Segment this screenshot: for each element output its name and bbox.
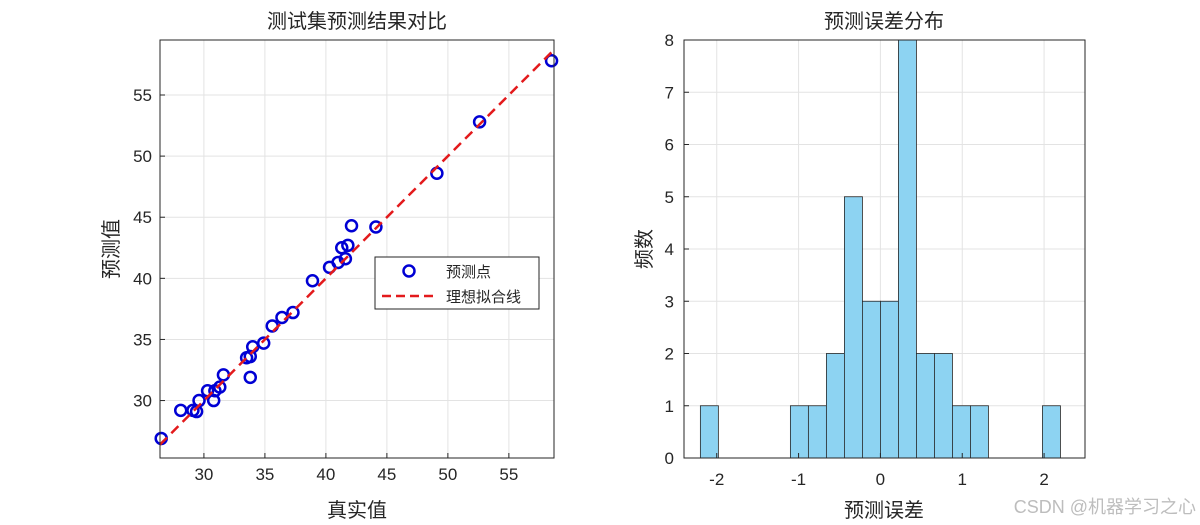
histogram-bar: [1042, 405, 1061, 459]
scatter-point: [344, 219, 359, 233]
scatter-y-tick-label: 35: [133, 330, 152, 349]
scatter-x-tick-label: 55: [499, 465, 518, 484]
histogram-y-tick-label: 7: [665, 83, 674, 102]
histogram-tick-labels: -2 -1 0 1 2 0 1 2 3 4 5 6 7 8: [665, 31, 1049, 489]
histogram-y-tick-label: 1: [665, 397, 674, 416]
histogram-y-tick-label: 3: [665, 292, 674, 311]
histogram-bar: [789, 405, 809, 459]
scatter-point: [256, 336, 271, 350]
histogram-bar: [916, 353, 935, 459]
histogram-x-axis-label: 预测误差: [844, 498, 924, 522]
legend-marker-circle: [402, 264, 416, 278]
scatter-legend: 预测点 理想拟合线: [374, 256, 540, 310]
histogram-y-tick-label: 2: [665, 345, 674, 364]
scatter-point: [331, 255, 345, 270]
scatter-y-tick-label: 50: [133, 147, 152, 166]
scatter-point: [305, 274, 320, 288]
scatter-point: [341, 238, 355, 253]
histogram-bar: [970, 405, 989, 459]
scatter-y-axis-label: 预测值: [99, 219, 123, 279]
histogram-bar: [880, 300, 899, 459]
scatter-x-tick-label: 35: [255, 465, 274, 484]
scatter-y-tick-label: 45: [133, 208, 152, 227]
histogram-x-tick-label: -1: [791, 470, 806, 489]
scatter-point: [216, 368, 231, 382]
scatter-tick-labels: 30 35 40 45 50 55 30 35 40 45 50 55: [133, 86, 518, 484]
histogram-bar: [898, 39, 917, 459]
scatter-gridlines: [160, 40, 554, 458]
legend-box: [374, 256, 540, 310]
histogram-bar: [862, 300, 881, 459]
histogram-bar: [807, 405, 827, 459]
scatter-point: [544, 54, 559, 68]
scatter-plot-frame: [159, 39, 555, 459]
scatter-y-tick-label: 55: [133, 86, 152, 105]
histogram-chart-panel: -2 -1 0 1 2 0 1 2 3 4 5 6 7 8 预测误差分布 预测误差 频数: [632, 9, 1086, 522]
scatter-x-tick-label: 45: [377, 465, 396, 484]
histogram-x-tick-label: 0: [876, 470, 885, 489]
scatter-chart-panel: 30 35 40 45 50 55 30 35 40 45 50 55 测试集预测结果对比 真实值 预…: [99, 9, 559, 522]
scatter-x-axis-label: 真实值: [327, 498, 387, 522]
histogram-bar: [952, 405, 971, 459]
scatter-x-tick-label: 40: [316, 465, 335, 484]
scatter-y-tick-label: 30: [133, 392, 152, 411]
scatter-point: [243, 370, 258, 385]
scatter-marks: [154, 48, 559, 446]
scatter-point: [369, 220, 383, 234]
ideal-fit-line: [159, 48, 555, 446]
histogram-y-tick-label: 4: [665, 240, 674, 259]
histogram-bar: [825, 353, 845, 459]
histogram-x-tick-label: -2: [709, 470, 724, 489]
scatter-point: [173, 403, 188, 418]
histogram-y-tick-label: 0: [665, 449, 674, 468]
histogram-bars: [699, 39, 1061, 459]
scatter-point: [213, 380, 227, 394]
histogram-y-axis-label: 频数: [632, 229, 656, 269]
histogram-x-tick-label: 1: [958, 470, 967, 489]
legend-label-predicted: 预测点: [446, 263, 491, 281]
histogram-y-tick-label: 5: [665, 188, 674, 207]
histogram-x-tick-label: 2: [1039, 470, 1048, 489]
scatter-x-tick-label: 30: [194, 465, 213, 484]
scatter-point: [472, 115, 487, 129]
watermark-text: CSDN @机器学习之心: [1014, 497, 1196, 517]
scatter-point: [338, 252, 353, 266]
legend-label-ideal-line: 理想拟合线: [446, 288, 521, 306]
histogram-title: 预测误差分布: [824, 9, 944, 33]
scatter-title: 测试集预测结果对比: [267, 9, 447, 33]
histogram-bar: [844, 196, 863, 459]
scatter-x-tick-label: 50: [438, 465, 457, 484]
histogram-y-tick-label: 8: [665, 31, 674, 50]
histogram-bar: [699, 405, 719, 459]
scatter-point: [286, 305, 300, 320]
histogram-y-tick-label: 6: [665, 136, 674, 155]
histogram-bar: [934, 353, 953, 459]
scatter-y-tick-label: 40: [133, 269, 152, 288]
